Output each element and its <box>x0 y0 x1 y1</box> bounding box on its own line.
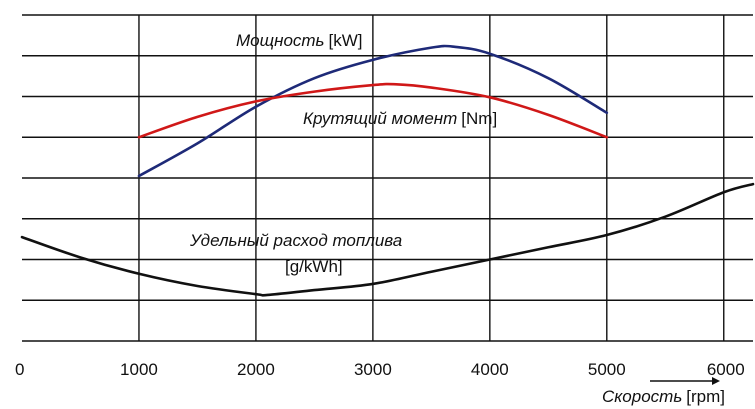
x-tick-label: 1000 <box>120 360 158 379</box>
x-tick-label: 4000 <box>471 360 509 379</box>
series-unit-torque: [Nm] <box>461 109 497 128</box>
torque-line <box>137 82 609 139</box>
series-unit-fuel: [g/kWh] <box>285 257 343 276</box>
x-tick-label: 0 <box>15 360 24 379</box>
x-tick-label: 3000 <box>354 360 392 379</box>
series-unit-power: [kW] <box>329 31 363 50</box>
series-name-torque: Крутящий момент <box>303 109 457 128</box>
power-line <box>137 44 609 178</box>
x-tick-label: 2000 <box>237 360 275 379</box>
x-axis-name: Скорость <box>602 387 682 406</box>
horizontal-gridlines <box>22 14 753 342</box>
fuel-consumption-line <box>20 182 755 297</box>
x-axis-unit: [rpm] <box>686 387 725 406</box>
x-tick-labels: 0 1000 2000 3000 4000 5000 6000 <box>15 360 745 379</box>
x-axis-title: Скорость [rpm] <box>602 387 725 406</box>
x-tick-label: 5000 <box>588 360 626 379</box>
series-layer <box>20 44 755 297</box>
series-label-torque: Крутящий момент [Nm] <box>303 109 497 128</box>
series-name-power: Мощность <box>236 31 325 50</box>
vertical-gridlines <box>138 15 725 341</box>
series-name-fuel: Удельный расход топлива <box>189 231 402 250</box>
x-tick-label: 6000 <box>707 360 745 379</box>
x-axis-arrowhead <box>712 377 720 385</box>
series-label-power: Мощность [kW] <box>236 31 363 50</box>
